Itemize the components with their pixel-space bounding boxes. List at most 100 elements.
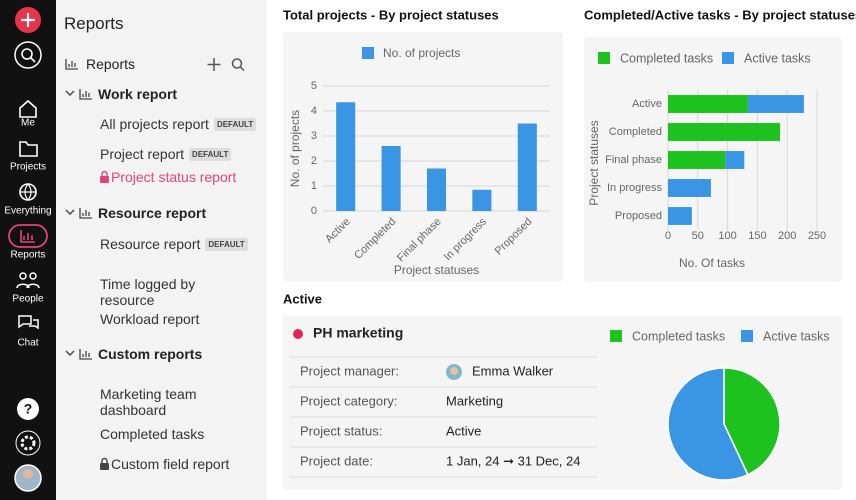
bar [426,168,447,211]
group-header[interactable]: Work report [64,86,177,102]
report-item[interactable]: Custom field report [98,456,229,472]
y-axis-label: Project statuses [587,120,601,205]
settings-button[interactable] [15,430,41,456]
sidebar-title: Reports [64,14,124,33]
nav-label[interactable]: People [12,294,44,305]
y-tick-label: 3 [311,130,317,142]
report-name: Completed tasks [100,426,205,442]
report-name: Project report [100,146,185,162]
add-icon [21,13,35,27]
y-tick-label: 1 [311,180,317,192]
bar-segment [668,95,748,113]
nav-label[interactable]: Me [21,118,35,129]
field-label: Project manager: [300,363,399,378]
bar [472,189,492,211]
manager-avatar [450,367,458,375]
collapse-icon [65,209,75,215]
people-icon [29,272,37,280]
lock-icon [100,170,109,183]
report-name: Time logged by resource [100,276,196,308]
group-title: Custom reports [98,346,203,362]
add-report[interactable] [207,58,221,71]
y-tick-label: 5 [311,80,317,92]
x-tick-label: 100 [718,230,736,242]
reports-icon [79,208,92,219]
active-nav [8,224,48,248]
field-label: Project date: [300,453,373,468]
bar-segment [725,151,745,169]
project-name[interactable]: PH marketing [313,325,403,341]
bar-segment [668,151,726,169]
project-dot [293,329,303,339]
chart-card [283,32,563,282]
x-axis-label: Project statuses [394,263,479,277]
globe-icon [20,183,36,201]
field-label: Project status: [300,423,382,438]
y-tick-label: Final phase [605,154,662,166]
bar [336,102,356,211]
report-name: Custom field report [111,456,230,472]
reports-icon [65,59,78,70]
bar-segment [747,95,804,113]
report-name: All projects report [100,116,209,132]
search-icon [21,48,33,60]
section-title: Reports [86,56,136,72]
search-report[interactable] [231,58,243,69]
report-name: Project status report [111,169,237,185]
nav-label[interactable]: Projects [10,162,46,173]
nav-label[interactable]: Everything [4,206,51,217]
collapse-icon [65,90,75,96]
help-button[interactable] [17,398,39,420]
x-tick-label: 50 [692,230,704,242]
field-value: Marketing [446,393,503,408]
settings-icon [20,435,36,451]
home-icon [19,99,37,118]
report-name: Resource report [100,236,201,252]
group-header[interactable]: Custom reports [64,346,202,362]
report-item[interactable]: Time logged by resource [100,276,240,308]
default-badge: DEFAULT [213,117,257,131]
pie-slice [667,367,749,481]
x-tick-label: 200 [778,230,796,242]
bar-segment [668,207,692,225]
y-tick-label: 0 [311,205,317,217]
bar-segment [668,179,711,197]
legend-swatch [362,47,374,59]
people-icon [16,283,40,289]
default-badge: DEFAULT [189,147,232,161]
chart-title: Total projects - By project statuses [283,7,499,22]
chart-title: Completed/Active tasks - By project stat… [584,7,856,22]
y-tick-label: Active [632,98,662,110]
x-tick-label: 150 [748,230,766,242]
x-tick-label: 250 [808,230,826,242]
y-tick-label: In progress [607,182,663,194]
report-item[interactable]: Marketing team dashboard [100,386,240,418]
section-actions [207,58,245,72]
legend-swatch [741,330,753,342]
x-axis-label: No. Of tasks [679,256,745,270]
field-value: 1 Jan, 24 ➞ 31 Dec, 24 [446,453,580,468]
legend-label: Completed tasks [632,329,725,343]
lock-icon [100,457,109,470]
search-button[interactable] [14,41,42,69]
bar [517,123,537,211]
legend-label: No. of projects [383,46,460,60]
y-axis-label: No. of projects [288,110,302,187]
legend-swatch [610,330,622,342]
sidebar: Reports Reports Work report All projects … [56,0,267,500]
legend-label: Active tasks [744,51,811,65]
x-tick-label: 0 [665,230,671,242]
group-header[interactable]: Resource report [64,205,206,221]
report-item[interactable]: All projects report DEFAULT [100,116,257,132]
report-item[interactable]: Project status report [98,169,236,185]
report-item[interactable]: Project report DEFAULT [100,146,232,162]
pie-slice [723,367,781,476]
field-value: Active [446,423,481,438]
report-item[interactable]: Resource report DEFAULT [100,236,248,252]
nav-label[interactable]: Reports [10,250,45,261]
report-item[interactable]: Workload report [100,311,199,327]
user-avatar [23,469,33,479]
people-icon [19,272,27,280]
report-item[interactable]: Completed tasks [100,426,204,442]
nav-label[interactable]: Chat [17,338,38,349]
